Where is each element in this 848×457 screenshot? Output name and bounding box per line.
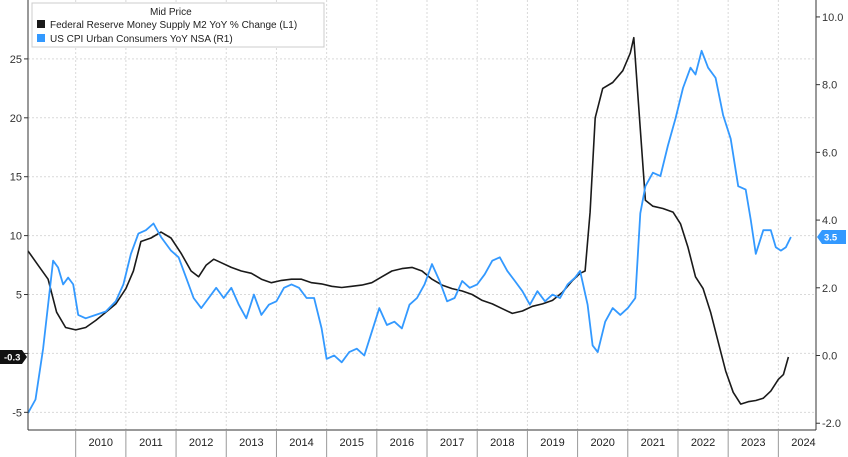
right-tick-label: -2.0 [822, 418, 841, 430]
x-tick-label: 2011 [139, 437, 163, 449]
x-tick-label: 2019 [540, 437, 564, 449]
left-tick-label: -5 [12, 407, 22, 419]
left-tick-label: 20 [10, 113, 22, 125]
plot-area [28, 0, 816, 430]
legend-label-m2: Federal Reserve Money Supply M2 YoY % Ch… [50, 20, 297, 31]
x-tick-label: 2012 [189, 437, 213, 449]
x-tick-label: 2017 [440, 437, 464, 449]
x-tick-label: 2016 [390, 437, 414, 449]
right-tick-label: 0.0 [822, 351, 837, 363]
x-tick-label: 2022 [691, 437, 715, 449]
right-tick-label: 6.0 [822, 147, 837, 159]
m2-last-value-label: -0.3 [4, 353, 20, 364]
x-axis: 2010 2011 2012 2013 2014 2015 2016 2017 2018 2019… [28, 429, 816, 457]
m2-series-line [27, 36, 790, 405]
left-tick-label: 15 [10, 172, 22, 184]
x-tick-label: 2020 [590, 437, 614, 449]
x-tick-label: 2010 [89, 437, 113, 449]
right-tick-label: 4.0 [822, 215, 837, 227]
right-tick-label: 8.0 [822, 80, 837, 92]
x-tick-label: 2018 [490, 437, 514, 449]
cpi-last-value-badge: 3.5 [817, 230, 846, 245]
legend-title: Mid Price [150, 7, 192, 18]
left-tick-label: 25 [10, 54, 22, 66]
x-tick-label: 2024 [791, 437, 815, 449]
left-axis: -50510152025 [10, 0, 29, 430]
legend-box [31, 2, 325, 48]
legend: Mid Price Federal Reserve Money Supply M… [31, 2, 325, 48]
x-tick-label: 2023 [741, 437, 765, 449]
series-layer [27, 36, 792, 414]
legend-label-cpi: US CPI Urban Consumers YoY NSA (R1) [50, 34, 233, 45]
x-tick-label: 2015 [339, 437, 363, 449]
right-tick-label: 2.0 [822, 283, 837, 295]
x-tick-label: 2014 [289, 437, 313, 449]
m2-last-value-badge: -0.3 [0, 349, 27, 364]
legend-swatch-cpi [37, 34, 45, 42]
left-tick-label: 10 [10, 231, 22, 243]
legend-swatch-m2 [37, 20, 45, 28]
x-tick-label: 2013 [239, 437, 263, 449]
cpi-last-value-label: 3.5 [824, 233, 838, 244]
x-tick-label: 2021 [641, 437, 665, 449]
last-value-badges: -0.3 3.5 [0, 230, 846, 364]
cpi-series-line [27, 49, 792, 414]
left-tick-label: 5 [16, 290, 22, 302]
right-axis: -2.0 0.0 2.0 4.0 6.0 8.0 10.0 [815, 0, 843, 430]
right-tick-label: 10.0 [822, 12, 843, 24]
